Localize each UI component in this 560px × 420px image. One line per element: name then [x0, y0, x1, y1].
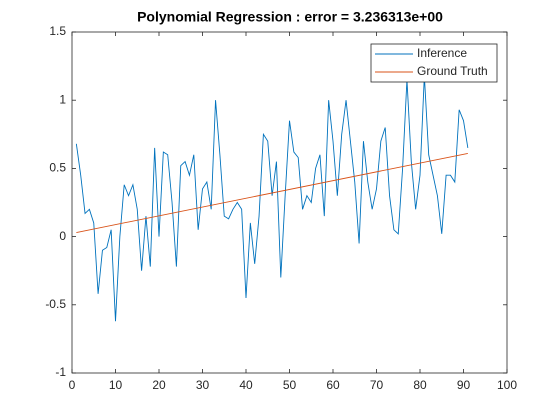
chart-title: Polynomial Regression : error = 3.236313… — [137, 9, 443, 25]
x-tick-label: 30 — [196, 378, 210, 392]
x-tick-label: 50 — [283, 378, 297, 392]
y-tick-label: -1 — [55, 365, 66, 379]
data-line — [76, 152, 468, 233]
plot-area — [71, 31, 508, 374]
x-tick-label: 10 — [109, 378, 123, 392]
x-tick-label: 80 — [413, 378, 427, 392]
y-tick-label: 0.5 — [49, 161, 66, 175]
x-tick-label: 100 — [497, 378, 517, 392]
y-tick-label: 1 — [59, 92, 66, 106]
data-line — [75, 75, 469, 322]
x-tick-label: 40 — [239, 378, 253, 392]
legend-label: Ground Truth — [417, 64, 488, 78]
x-tick-label: 0 — [69, 378, 76, 392]
x-tick-label: 90 — [457, 378, 471, 392]
y-tick-label: 1.5 — [49, 24, 66, 38]
y-tick-label: 0 — [59, 229, 66, 243]
legend-box — [370, 43, 498, 83]
y-tick-label: -0.5 — [45, 297, 66, 311]
x-tick-label: 60 — [326, 378, 340, 392]
x-tick-label: 20 — [152, 378, 166, 392]
legend-label: Inference — [417, 46, 467, 60]
x-tick-label: 70 — [370, 378, 384, 392]
